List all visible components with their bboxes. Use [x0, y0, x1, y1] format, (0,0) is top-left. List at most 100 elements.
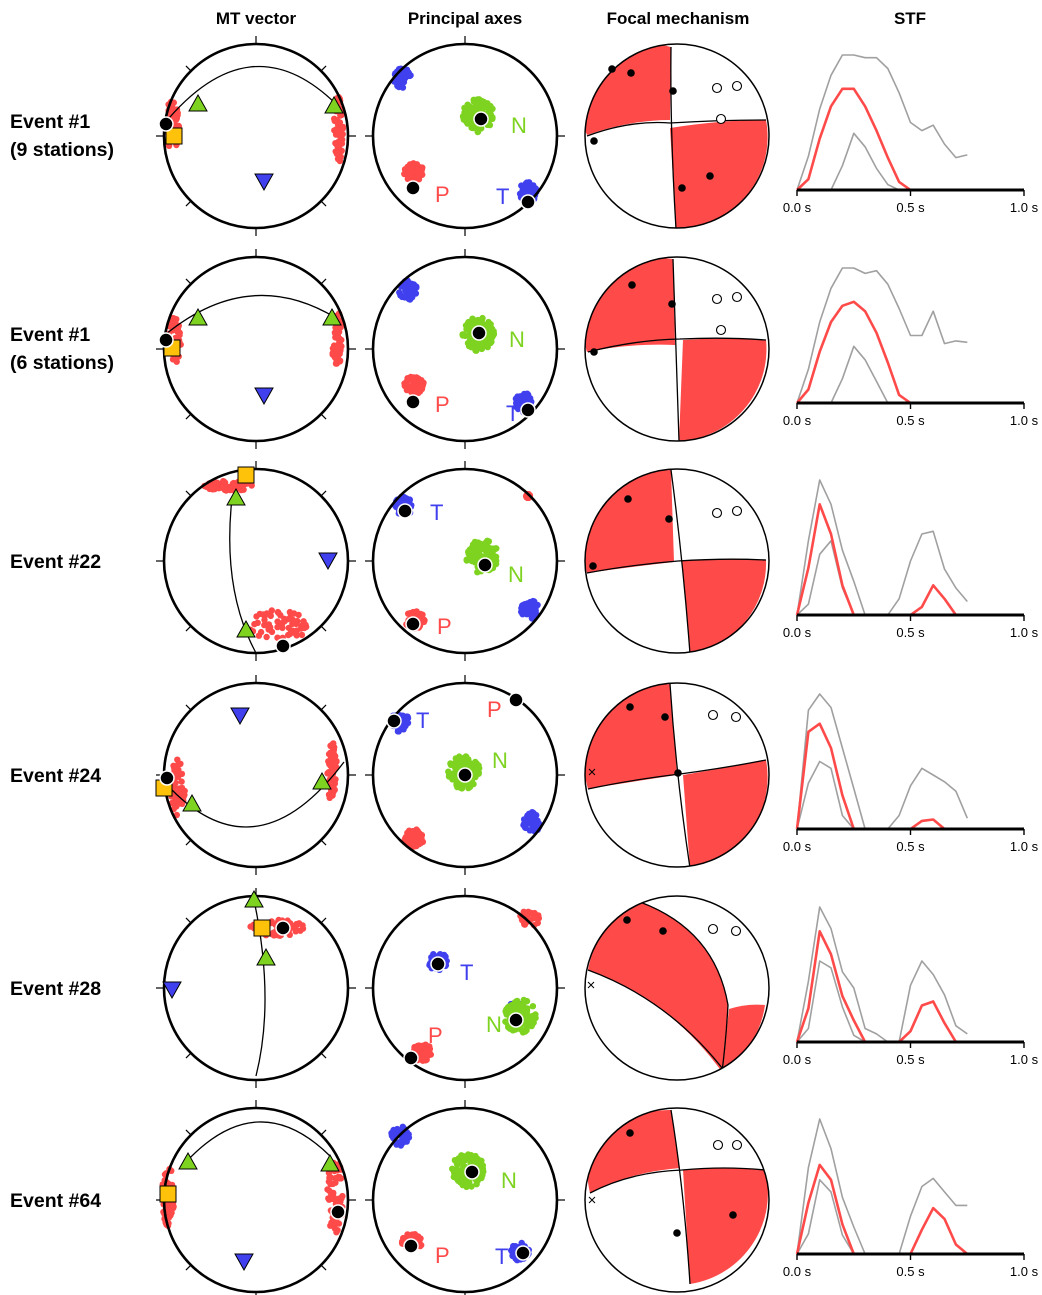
- cloud-dot: [400, 1234, 407, 1242]
- cloud-dot: [329, 1180, 337, 1188]
- p-axis-cloud: [401, 160, 426, 184]
- net-circle: [162, 1106, 350, 1294]
- compression-quadrant: [682, 559, 767, 653]
- n-axis-label: N: [486, 1012, 502, 1037]
- nodal-plane: [587, 337, 767, 353]
- best-solution-dot: [158, 116, 174, 132]
- mt-vector-plot: [155, 675, 356, 875]
- stf-tick-label: 1.0 s: [1010, 839, 1039, 854]
- blue-triangle-marker: [318, 552, 338, 571]
- yellow-square-marker: [165, 127, 183, 145]
- focal-mechanism-plot: [584, 43, 770, 229]
- mt-solution-cloud: [168, 756, 188, 819]
- station-compression-dot: [659, 927, 667, 935]
- n-axis-dot: [508, 1012, 524, 1028]
- station-dilatation-dot: [711, 507, 723, 519]
- n-axis-dot: [473, 111, 489, 127]
- cloud-dot: [330, 758, 338, 765]
- cloud-dot: [418, 1241, 425, 1249]
- mt-solution-cloud: [324, 740, 340, 801]
- principal-axes-plot: P T N: [365, 1100, 565, 1295]
- cloud-dot: [450, 776, 457, 783]
- t-axis-label: T: [460, 960, 473, 985]
- station-compression-dot: [665, 515, 673, 523]
- station-compression-dot: [623, 916, 631, 924]
- blue-triangle-marker: [254, 173, 274, 192]
- t-axis-label: T: [506, 401, 519, 426]
- cloud-dot: [485, 328, 492, 335]
- cloud-dot: [405, 72, 412, 80]
- net-circle: [162, 255, 350, 443]
- compression-quadrant: [587, 1109, 680, 1193]
- row-label: Event #24: [10, 765, 101, 787]
- cloud-dot: [474, 768, 482, 775]
- cloud-dot: [463, 757, 471, 764]
- cloud-dot: [526, 602, 533, 610]
- station-compression-dot: [729, 1211, 737, 1219]
- cloud-dot: [419, 616, 426, 623]
- cloud-dot: [330, 767, 337, 774]
- blue-triangle-marker: [234, 1253, 254, 1272]
- beachball-quadrants: [587, 1109, 768, 1285]
- stf-mean: [795, 929, 968, 1044]
- stf-tick-label: 0.0 s: [783, 839, 812, 854]
- cloud-dot: [178, 784, 186, 792]
- stf-tick-label: 0.0 s: [783, 413, 812, 428]
- row-label-line: Event #24: [10, 765, 101, 787]
- cloud-dot: [261, 616, 268, 624]
- stf-tick-label: 0.0 s: [783, 625, 812, 640]
- p-axis-cloud: [401, 373, 427, 397]
- cloud-dot: [464, 781, 472, 788]
- mt-stereonet: [156, 888, 356, 1088]
- p-axis-dot: [403, 1238, 419, 1254]
- row-label-line: Event #28: [10, 978, 101, 1000]
- cloud-dot: [399, 1137, 406, 1145]
- cloud-dot: [406, 496, 413, 503]
- column-headers: MT vector Principal axes Focal mechanism…: [216, 9, 926, 28]
- cloud-dot: [528, 820, 535, 828]
- stf-tick-label: 0.5 s: [896, 625, 925, 640]
- cloud-dot: [405, 293, 412, 301]
- stf-mean: [795, 722, 968, 831]
- yellow-square-marker: [237, 466, 255, 484]
- n-axis-label: N: [508, 562, 524, 587]
- cloud-dot: [324, 1186, 331, 1193]
- cloud-dot: [327, 753, 335, 760]
- beachball-quadrants: [585, 469, 767, 653]
- green-triangle-marker: [320, 1153, 340, 1172]
- station-compression-dot: [706, 172, 714, 180]
- p-axis-label: P: [435, 182, 450, 207]
- stf-lower-bound: [796, 960, 968, 1043]
- cloud-dot: [413, 161, 421, 168]
- diagonal-tick: [320, 278, 327, 285]
- header-focal-mechanism: Focal mechanism: [607, 9, 750, 28]
- station-compression-dot: [673, 1229, 681, 1237]
- cloud-dot: [426, 1045, 434, 1053]
- cloud-dot: [411, 389, 418, 396]
- cloud-dot: [221, 479, 229, 486]
- cloud-dot: [528, 615, 536, 622]
- cloud-dot: [175, 322, 182, 329]
- row-label-line: Event #64: [10, 1190, 101, 1212]
- cloud-dot: [521, 183, 528, 191]
- cloud-dot: [333, 327, 341, 334]
- station-dilatation-dot: [730, 711, 742, 723]
- n-axis-dot: [464, 1164, 480, 1180]
- pa-stereonet: [365, 36, 565, 236]
- cloud-dot: [417, 839, 424, 847]
- row-label: Event #28: [10, 978, 101, 1000]
- principal-axes-plot: P T N: [365, 461, 565, 661]
- cloud-dot: [263, 610, 271, 617]
- diagonal-tick: [185, 839, 192, 846]
- cloud-dot: [462, 322, 470, 329]
- cloud-dot: [489, 105, 496, 113]
- cloud-dot: [479, 314, 486, 322]
- stf-plot: 0.0 s 0.5 s 1.0 s: [783, 906, 1039, 1067]
- station-dilatation-dot: [731, 505, 743, 517]
- cloud-dot: [492, 545, 499, 552]
- cloud-dot: [516, 396, 523, 403]
- cloud-dot: [171, 114, 178, 121]
- cloud-dot: [274, 618, 281, 625]
- event-rows: Event #1 (9 stations)P TN0.0 s 0.5 s 1.0 sEv…: [10, 36, 1039, 1295]
- best-solution-dot: [158, 332, 174, 348]
